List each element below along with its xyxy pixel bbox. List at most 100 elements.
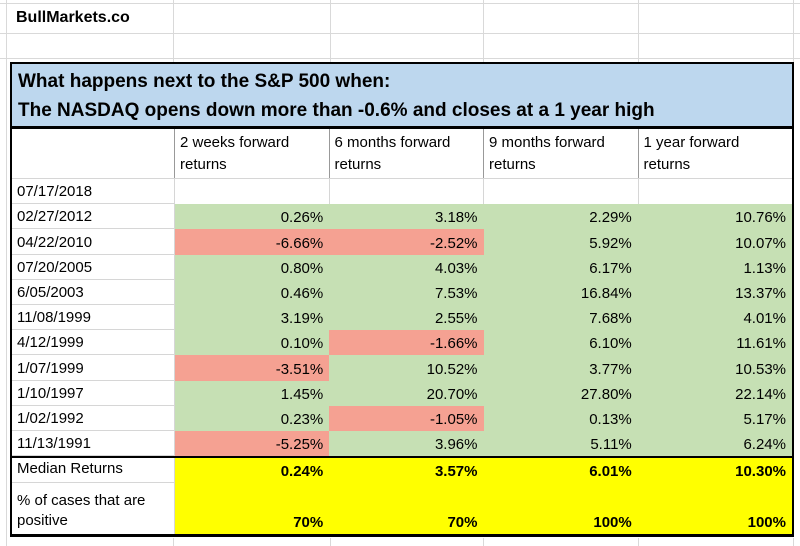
gridline: [173, 538, 174, 546]
percent-positive-cell[interactable]: 70%: [175, 483, 330, 534]
percent-positive-cell[interactable]: 100%: [637, 483, 792, 534]
return-cell[interactable]: 5.17%: [637, 405, 792, 431]
return-cell[interactable]: 4.01%: [637, 304, 792, 331]
table-title[interactable]: What happens next to the S&P 500 when: T…: [10, 62, 794, 127]
header-cell-date[interactable]: [12, 129, 175, 178]
table-header-row: 2 weeks forward returns 6 months forward…: [12, 129, 792, 179]
return-cell[interactable]: -2.52%: [329, 229, 484, 255]
median-cell[interactable]: 0.24%: [175, 458, 330, 484]
return-cell[interactable]: [638, 179, 792, 205]
return-cell[interactable]: 6.17%: [483, 254, 638, 280]
return-cell[interactable]: 27.80%: [483, 380, 638, 406]
summary-label[interactable]: Median Returns: [12, 458, 175, 484]
return-cell[interactable]: -1.05%: [329, 405, 484, 431]
percent-positive-row: % of cases that are positive 70% 70% 100…: [12, 483, 792, 534]
median-returns-row: Median Returns 0.24% 3.57% 6.01% 10.30%: [12, 458, 792, 484]
gridline: [638, 0, 639, 62]
gridline: [330, 0, 331, 62]
return-cell[interactable]: 7.68%: [483, 304, 638, 331]
gridline: [330, 538, 331, 546]
return-cell[interactable]: -3.51%: [175, 355, 330, 381]
gridline: [638, 538, 639, 546]
table-row: 02/27/2012 0.26% 3.18% 2.29% 10.76%: [12, 204, 792, 230]
return-cell[interactable]: 0.26%: [175, 204, 330, 230]
return-cell[interactable]: 13.37%: [637, 279, 792, 305]
header-cell-2-weeks[interactable]: 2 weeks forward returns: [175, 129, 330, 178]
return-cell[interactable]: 10.52%: [329, 355, 484, 381]
header-cell-9-months[interactable]: 9 months forward returns: [484, 129, 639, 178]
gridline: [483, 538, 484, 546]
return-cell[interactable]: [175, 179, 330, 205]
date-cell[interactable]: 6/05/2003: [12, 279, 175, 305]
percent-positive-cell[interactable]: 70%: [329, 483, 484, 534]
return-cell[interactable]: 6.10%: [483, 330, 638, 356]
date-cell[interactable]: 07/17/2018: [12, 179, 175, 205]
date-cell[interactable]: 04/22/2010: [12, 229, 175, 255]
return-cell[interactable]: 2.55%: [329, 304, 484, 331]
gridline: [6, 0, 7, 546]
return-cell[interactable]: 3.96%: [329, 430, 484, 457]
return-cell[interactable]: [484, 179, 639, 205]
table-title-line1: What happens next to the S&P 500 when:: [18, 71, 391, 92]
return-cell[interactable]: 16.84%: [483, 279, 638, 305]
median-cell[interactable]: 3.57%: [329, 458, 484, 484]
date-cell[interactable]: 1/10/1997: [12, 380, 175, 406]
return-cell[interactable]: -5.25%: [175, 430, 330, 457]
return-cell[interactable]: 10.53%: [637, 355, 792, 381]
table-row: 1/02/1992 0.23% -1.05% 0.13% 5.17%: [12, 405, 792, 431]
return-cell[interactable]: 3.18%: [329, 204, 484, 230]
gridline: [483, 0, 484, 62]
header-cell-6-months[interactable]: 6 months forward returns: [330, 129, 484, 178]
median-cell[interactable]: 6.01%: [483, 458, 638, 484]
median-cell[interactable]: 10.30%: [637, 458, 792, 484]
gridline: [793, 0, 794, 62]
table-row: 07/17/2018: [12, 179, 792, 205]
table-row: 11/08/1999 3.19% 2.55% 7.68% 4.01%: [12, 304, 792, 331]
return-cell[interactable]: 20.70%: [329, 380, 484, 406]
return-cell[interactable]: 11.61%: [637, 330, 792, 356]
gridline: [0, 33, 800, 34]
table-row: 11/13/1991 -5.25% 3.96% 5.11% 6.24%: [12, 430, 792, 457]
return-cell[interactable]: 7.53%: [329, 279, 484, 305]
date-cell[interactable]: 11/13/1991: [12, 430, 175, 457]
return-cell[interactable]: 10.07%: [637, 229, 792, 255]
return-cell[interactable]: [329, 179, 484, 205]
date-cell[interactable]: 11/08/1999: [12, 304, 175, 331]
return-cell[interactable]: 1.13%: [637, 254, 792, 280]
return-cell[interactable]: 6.24%: [637, 430, 792, 457]
return-cell[interactable]: 3.77%: [483, 355, 638, 381]
return-cell[interactable]: 1.45%: [175, 380, 330, 406]
header-cell-1-year[interactable]: 1 year forward returns: [643, 134, 740, 173]
returns-table: 2 weeks forward returns 6 months forward…: [10, 127, 794, 537]
gridline: [0, 58, 800, 59]
summary-section: Median Returns 0.24% 3.57% 6.01% 10.30% …: [12, 456, 792, 534]
table-row: 1/10/1997 1.45% 20.70% 27.80% 22.14%: [12, 380, 792, 406]
table-title-line2: The NASDAQ opens down more than -0.6% an…: [18, 100, 655, 121]
return-cell[interactable]: 0.80%: [175, 254, 330, 280]
date-cell[interactable]: 4/12/1999: [12, 330, 175, 356]
return-cell[interactable]: 5.92%: [483, 229, 638, 255]
date-cell[interactable]: 02/27/2012: [12, 204, 175, 230]
date-cell[interactable]: 07/20/2005: [12, 254, 175, 280]
gridline: [173, 0, 174, 62]
return-cell[interactable]: 0.10%: [175, 330, 330, 356]
return-cell[interactable]: -6.66%: [175, 229, 330, 255]
table-row: 4/12/1999 0.10% -1.66% 6.10% 11.61%: [12, 330, 792, 356]
return-cell[interactable]: 4.03%: [329, 254, 484, 280]
return-cell[interactable]: 3.19%: [175, 304, 330, 331]
return-cell[interactable]: 0.13%: [483, 405, 638, 431]
gridline: [0, 3, 800, 4]
date-cell[interactable]: 1/02/1992: [12, 405, 175, 431]
return-cell[interactable]: 5.11%: [483, 430, 638, 457]
return-cell[interactable]: 10.76%: [637, 204, 792, 230]
table-row: 04/22/2010 -6.66% -2.52% 5.92% 10.07%: [12, 229, 792, 255]
date-cell[interactable]: 1/07/1999: [12, 355, 175, 381]
return-cell[interactable]: 2.29%: [483, 204, 638, 230]
percent-positive-cell[interactable]: 100%: [483, 483, 638, 534]
return-cell[interactable]: 22.14%: [637, 380, 792, 406]
return-cell[interactable]: 0.23%: [175, 405, 330, 431]
summary-label[interactable]: % of cases that are positive: [12, 483, 175, 534]
return-cell[interactable]: 0.46%: [175, 279, 330, 305]
brand-text: BullMarkets.co: [16, 9, 130, 26]
return-cell[interactable]: -1.66%: [329, 330, 484, 356]
